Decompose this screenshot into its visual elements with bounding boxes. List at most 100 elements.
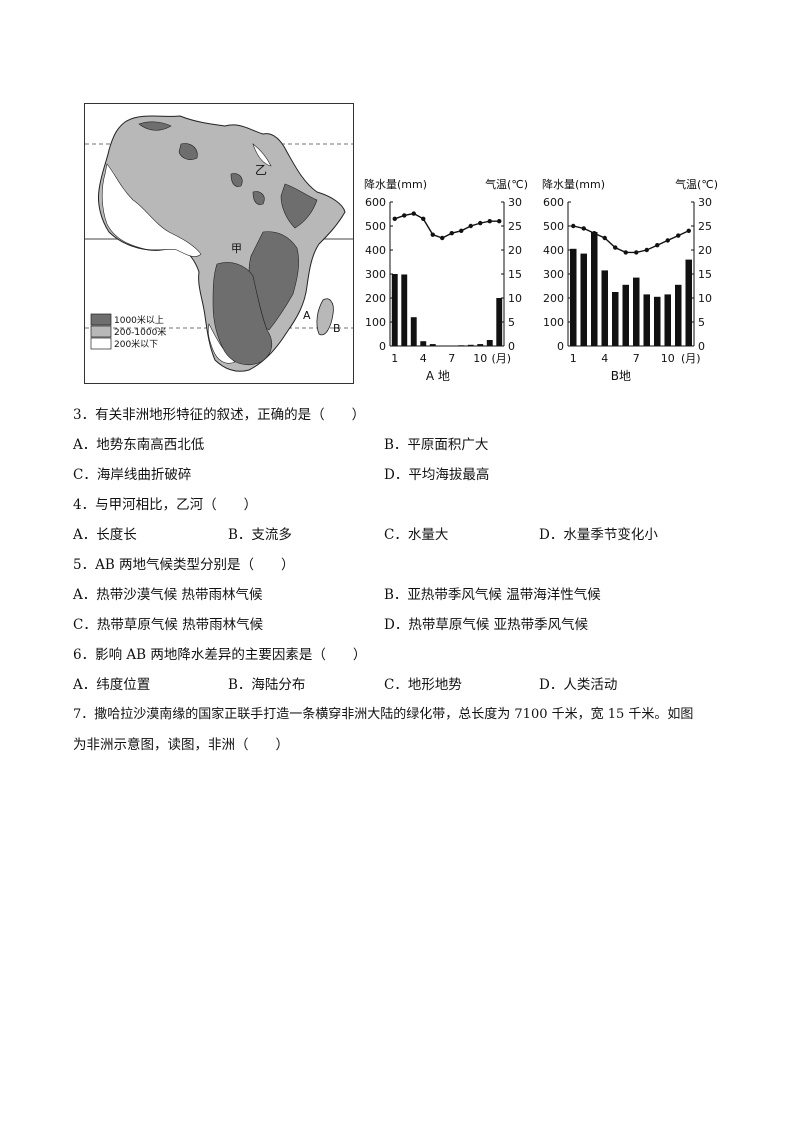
x-tick-label: 1 (570, 352, 577, 365)
temp-point (613, 245, 618, 250)
temp-point (430, 232, 435, 237)
precip-tick-label: 400 (365, 244, 386, 257)
question-4-option-d: D．水量季节变化小 (539, 527, 658, 543)
highland-tibesti (230, 173, 243, 187)
precip-bar (601, 270, 609, 346)
precip-bar (622, 284, 630, 346)
highland-atlas (138, 121, 172, 131)
temp-point (421, 216, 426, 221)
question-4-option-b: B．支流多 (228, 527, 292, 543)
question-6-option-c: C．地形地势 (384, 677, 462, 693)
map-label-a: A (303, 309, 311, 322)
question-5: 5．AB 两地气候类型分别是（ ） (73, 557, 295, 573)
precip-bar (569, 248, 577, 346)
precip-bar (580, 253, 588, 346)
precip-tick-label: 200 (365, 292, 386, 305)
temp-tick-label: 15 (698, 268, 712, 281)
temp-point (449, 231, 454, 236)
temp-tick-label: 25 (508, 220, 522, 233)
temp-tick-label: 20 (508, 244, 522, 257)
legend-label-high: 1000米以上 (114, 314, 164, 326)
question-5-option-c: C．热带草原气候 热带雨林气候 (73, 617, 264, 633)
climate-chart-a: 降水量(mm) 气温(℃) 600 500 400 300 200 100 0 30 25 20 15 1… (362, 176, 530, 388)
temp-point (592, 231, 597, 236)
temp-point (686, 228, 691, 233)
legend-label-mid: 200-1000米 (114, 326, 166, 338)
place-label: B地 (611, 369, 631, 383)
precip-bar (611, 292, 619, 346)
temp-point (665, 238, 670, 243)
temp-point (468, 223, 473, 229)
precip-tick-label: 200 (543, 292, 564, 305)
precip-bar (458, 345, 465, 347)
left-axis-title: 降水量(mm) (364, 177, 427, 191)
precip-bar (429, 344, 436, 346)
temp-point (581, 226, 586, 231)
highland-ahaggar (178, 143, 198, 160)
temp-point (459, 228, 464, 233)
precip-bar (496, 298, 503, 346)
precip-bar (467, 344, 474, 346)
question-6-option-b: B．海陆分布 (228, 677, 306, 693)
x-tick-label: 7 (448, 352, 455, 365)
temp-point (644, 247, 649, 253)
x-tick-label: (月) (681, 352, 701, 365)
legend-label-low: 200米以下 (114, 338, 158, 350)
precip-bar (664, 294, 672, 346)
precip-tick-label: 500 (543, 220, 564, 233)
precip-tick-label: 100 (543, 316, 564, 329)
x-tick-label: (月) (491, 352, 511, 365)
temp-tick-label: 30 (698, 196, 712, 209)
place-label: A 地 (426, 369, 450, 383)
temp-tick-label: 0 (698, 340, 705, 353)
precip-tick-label: 300 (365, 268, 386, 281)
x-tick-label: 4 (420, 352, 427, 365)
question-3-option-d: D．平均海拔最高 (384, 467, 490, 483)
question-4-option-c: C．水量大 (384, 527, 449, 543)
precip-bar (448, 345, 455, 347)
lowland-west (101, 163, 202, 257)
question-6-option-d: D．人类活动 (539, 677, 618, 693)
temp-point (411, 211, 416, 216)
temp-tick-label: 10 (508, 292, 522, 305)
question-3: 3．有关非洲地形特征的叙述，正确的是（ ） (73, 407, 366, 423)
precip-bar (590, 232, 598, 346)
precip-tick-label: 500 (365, 220, 386, 233)
right-axis-title: 气温(℃) (675, 177, 718, 191)
precip-tick-label: 300 (543, 268, 564, 281)
map-legend: 1000米以上 200-1000米 200米以下 (90, 313, 166, 350)
highland-darfur (252, 191, 265, 205)
precip-bar (391, 274, 398, 346)
precip-bar (401, 274, 408, 346)
precip-tick-label: 0 (379, 340, 386, 353)
precip-bar (685, 259, 693, 346)
lowland-coast-south (207, 323, 236, 364)
question-4: 4．与甲河相比，乙河（ ） (73, 497, 258, 513)
temp-point (402, 213, 407, 218)
question-4-option-a: A．长度长 (73, 527, 137, 543)
temp-point (392, 216, 397, 221)
right-axis-title: 气温(℃) (485, 177, 528, 191)
question-5-option-a: A．热带沙漠气候 热带雨林气候 (73, 587, 263, 603)
map-label-jia: 甲 (231, 242, 242, 255)
climate-chart-b-svg: 降水量(mm) 气温(℃)6005004003002001000302520151… (542, 177, 718, 383)
precip-bar (632, 277, 640, 346)
x-tick-label: 10 (661, 352, 675, 365)
precip-bar (653, 296, 661, 346)
question-7-line2: 为非洲示意图，读图，非洲（ ） (73, 737, 289, 753)
map-label-b: B (333, 322, 341, 335)
temp-point (623, 250, 628, 255)
question-3-option-a: A．地势东南高西北低 (73, 437, 205, 453)
precip-bar (410, 317, 417, 346)
question-5-option-d: D．热带草原气候 亚热带季风气候 (384, 617, 589, 633)
africa-map: 乙 甲 A B 1000米以上 200-1000米 200米以下 (84, 103, 354, 384)
left-axis-title: 降水量(mm) (542, 177, 605, 191)
temp-tick-label: 5 (508, 316, 515, 329)
question-5-option-b: B．亚热带季风气候 温带海洋性气候 (384, 587, 601, 603)
precip-tick-label: 100 (365, 316, 386, 329)
x-tick-label: 4 (601, 352, 608, 365)
precip-bar (477, 344, 484, 346)
lowland-egypt (252, 143, 272, 167)
temp-tick-label: 30 (508, 196, 522, 209)
temp-point (571, 223, 576, 229)
